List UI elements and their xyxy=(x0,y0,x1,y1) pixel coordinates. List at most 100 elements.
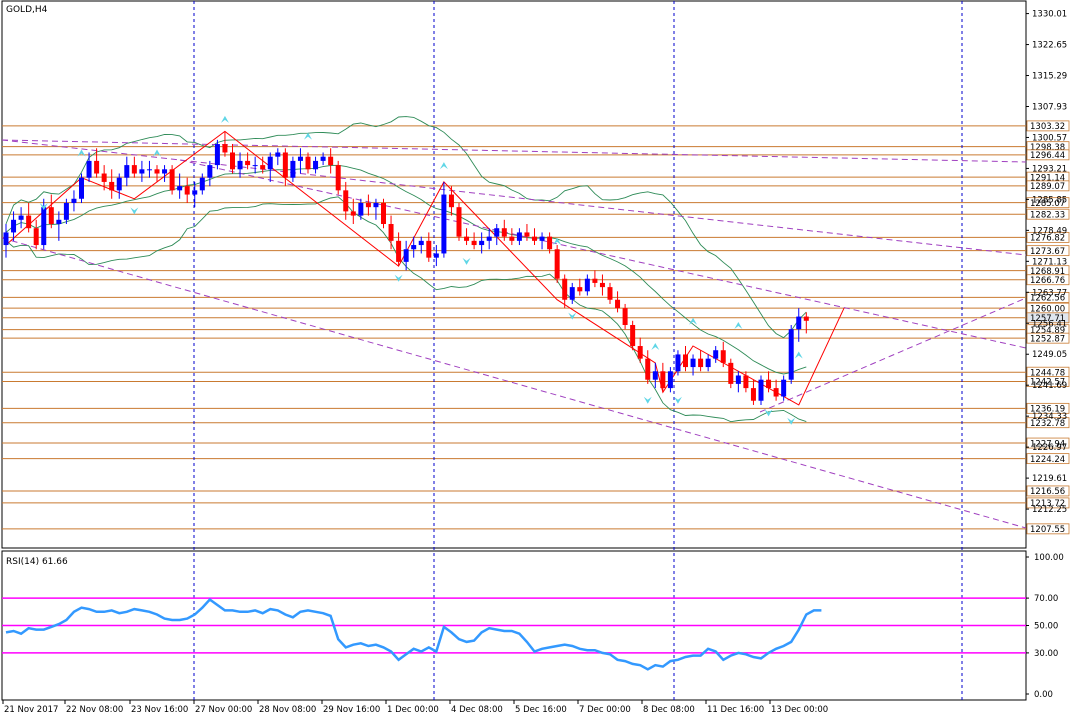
level-label: 1260.00 xyxy=(1030,304,1065,314)
candle-body xyxy=(532,236,537,241)
fractal-up-arrow xyxy=(794,351,803,359)
candle-body xyxy=(381,202,386,225)
horizontal-levels xyxy=(2,125,1026,530)
level-label: 1273.67 xyxy=(1030,247,1065,257)
candle-body xyxy=(260,165,266,170)
candle-body xyxy=(71,198,77,203)
candle-body xyxy=(146,169,152,171)
level-label: 1252.87 xyxy=(1030,334,1065,344)
candle-body xyxy=(584,278,590,292)
candle-body xyxy=(230,152,235,170)
candle-body xyxy=(350,211,356,216)
candle-body xyxy=(199,177,205,191)
candle-body xyxy=(252,165,258,167)
level-label-box xyxy=(1026,453,1070,465)
candle-body xyxy=(667,371,673,389)
candle-body xyxy=(728,362,734,384)
candle-body xyxy=(365,202,371,208)
candle-body xyxy=(154,169,160,174)
trend-channel-lines xyxy=(1,139,1027,529)
candle-body xyxy=(501,228,507,237)
level-label: 1213.72 xyxy=(1030,499,1065,509)
level-label-box xyxy=(1026,231,1070,243)
level-label-box xyxy=(1026,523,1070,535)
candle-body xyxy=(622,308,628,325)
fractal-down-arrow xyxy=(130,207,139,215)
band-middle xyxy=(5,164,807,375)
candle-body xyxy=(222,144,228,153)
fractal-up-arrow xyxy=(734,321,743,329)
level-label: 1262.56 xyxy=(1030,294,1065,304)
level-label-box xyxy=(1026,497,1070,509)
rsi-panel xyxy=(2,597,1026,671)
candle-body xyxy=(328,156,334,166)
fractal-down-arrow xyxy=(462,257,471,265)
level-label-box xyxy=(1026,417,1070,429)
candle-body xyxy=(335,165,341,191)
y-tick-label: 1271.13 xyxy=(1032,257,1067,267)
candle-body xyxy=(305,156,311,170)
fractal-down-arrow xyxy=(643,396,652,404)
rsi-line xyxy=(5,597,822,671)
fractal-up-arrow xyxy=(689,317,698,325)
candle-body xyxy=(245,160,251,166)
candle-body xyxy=(373,202,379,208)
candle-body xyxy=(735,375,741,384)
level-label-box xyxy=(1026,437,1070,449)
x-tick-label: 13 Dec 00:00 xyxy=(771,705,828,715)
fractal-arrows xyxy=(39,115,803,425)
y-tick-label: 1256.41 xyxy=(1032,319,1067,329)
candle-body xyxy=(652,371,658,380)
candle-body xyxy=(607,287,613,300)
candle-body xyxy=(116,177,122,191)
fractal-up-arrow xyxy=(304,132,312,140)
level-label: 1254.89 xyxy=(1030,326,1065,336)
y-tick-label: 1234.33 xyxy=(1032,412,1067,422)
y-tick-label: 1322.65 xyxy=(1032,41,1067,51)
candle-body xyxy=(56,219,62,225)
candle-body xyxy=(698,358,704,368)
level-label-box xyxy=(1026,149,1070,161)
level-label: 1236.19 xyxy=(1030,405,1065,415)
candle-body xyxy=(509,236,515,241)
level-label: 1298.38 xyxy=(1030,143,1065,153)
rsi-y-tick-label: 100.00 xyxy=(1034,553,1064,563)
fractal-down-arrow xyxy=(764,409,773,417)
candle-body xyxy=(486,236,492,241)
period-separators xyxy=(193,1,963,700)
x-tick-label: 28 Nov 08:00 xyxy=(259,705,316,715)
level-label-box xyxy=(1026,245,1070,257)
y-tick-label: 1263.77 xyxy=(1032,288,1067,298)
fractal-up-arrow xyxy=(77,149,86,157)
candle-body xyxy=(3,232,9,246)
x-tick-label: 22 Nov 08:00 xyxy=(66,705,123,715)
x-tick-label: 5 Dec 16:00 xyxy=(515,705,567,715)
candle-body xyxy=(599,282,605,288)
fractal-up-arrow xyxy=(153,149,161,157)
level-label: 1289.07 xyxy=(1030,182,1065,192)
candle-body xyxy=(139,169,145,174)
rsi-y-tick-label: 70.00 xyxy=(1034,594,1058,604)
candle-body xyxy=(18,215,24,220)
candle-body xyxy=(645,358,651,380)
candle-body xyxy=(690,358,696,368)
level-label-box xyxy=(1026,291,1070,303)
candle-body xyxy=(313,160,319,170)
candle-body xyxy=(33,228,39,246)
trendline xyxy=(1,139,1027,163)
level-label-box xyxy=(1026,376,1070,387)
candle-body xyxy=(214,144,220,166)
candle-body xyxy=(803,316,809,321)
y-tick-label: 1300.57 xyxy=(1032,133,1067,143)
candle-body xyxy=(773,388,779,397)
candle-body xyxy=(358,202,364,216)
candle-body xyxy=(177,186,183,191)
level-label: 1224.24 xyxy=(1030,455,1065,465)
y-tick-label: 1249.05 xyxy=(1032,350,1067,360)
candle-body xyxy=(637,346,643,359)
level-label: 1207.55 xyxy=(1030,525,1065,535)
y-tick-label: 1219.61 xyxy=(1032,474,1067,484)
x-tick-label: 23 Nov 16:00 xyxy=(131,705,188,715)
y-tick-label: 1293.21 xyxy=(1032,164,1067,174)
time-axis: 21 Nov 2017 22 Nov 08:00 23 Nov 16:00 27 No… xyxy=(2,700,828,715)
